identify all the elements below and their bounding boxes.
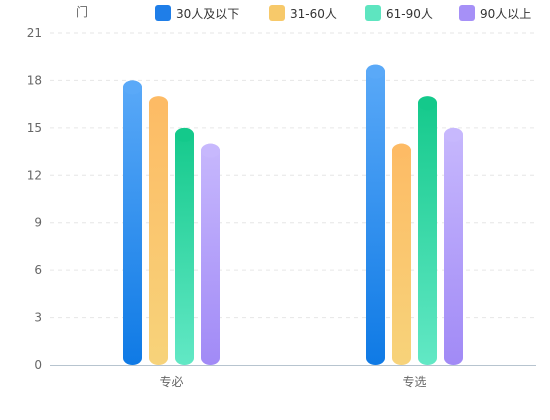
bar-cap (418, 96, 437, 111)
bar[interactable] (149, 96, 168, 365)
y-tick-label: 9 (34, 216, 42, 230)
legend-item[interactable]: 31-60人 (269, 5, 337, 21)
x-axis: 专必 专选 (50, 365, 536, 389)
y-unit-label: 门 (76, 4, 88, 19)
y-tick-label: 6 (34, 263, 42, 277)
bar[interactable] (201, 143, 220, 365)
y-tick-label: 15 (27, 121, 42, 135)
legend-swatch (365, 5, 381, 21)
bar[interactable] (123, 80, 142, 365)
bar[interactable] (366, 64, 385, 365)
legend-item[interactable]: 30人及以下 (155, 5, 239, 21)
bar[interactable] (392, 143, 411, 365)
y-tick-label: 18 (27, 73, 42, 87)
y-tick-label: 12 (27, 168, 42, 182)
bar-cap (149, 96, 168, 111)
legend-label: 31-60人 (290, 7, 337, 21)
legend-label: 30人及以下 (176, 7, 239, 21)
bar-cap (392, 143, 411, 158)
bar-cap (123, 80, 142, 95)
x-tick-label: 专必 (159, 374, 183, 389)
y-tick-label: 0 (34, 358, 42, 372)
bar[interactable] (444, 127, 463, 365)
bar-cap (201, 143, 220, 158)
legend-item[interactable]: 90人以上 (459, 5, 531, 21)
legend-label: 61-90人 (386, 7, 433, 21)
bar[interactable] (418, 96, 437, 365)
bars (123, 64, 463, 365)
bar[interactable] (175, 127, 194, 365)
y-tick-label: 21 (27, 26, 42, 40)
bar-cap (366, 64, 385, 79)
legend-item[interactable]: 61-90人 (365, 5, 433, 21)
grid-lines (50, 32, 536, 319)
legend-swatch (269, 5, 285, 21)
x-tick-label: 专选 (402, 374, 426, 389)
legend: 30人及以下 31-60人 61-90人 90人以上 (155, 5, 531, 21)
y-tick-label: 3 (34, 311, 42, 325)
bar-cap (444, 127, 463, 142)
y-axis: 0 3 6 9 12 15 18 21 (27, 26, 42, 372)
legend-label: 90人以上 (480, 7, 531, 21)
legend-swatch (459, 5, 475, 21)
legend-swatch (155, 5, 171, 21)
bar-cap (175, 127, 194, 142)
